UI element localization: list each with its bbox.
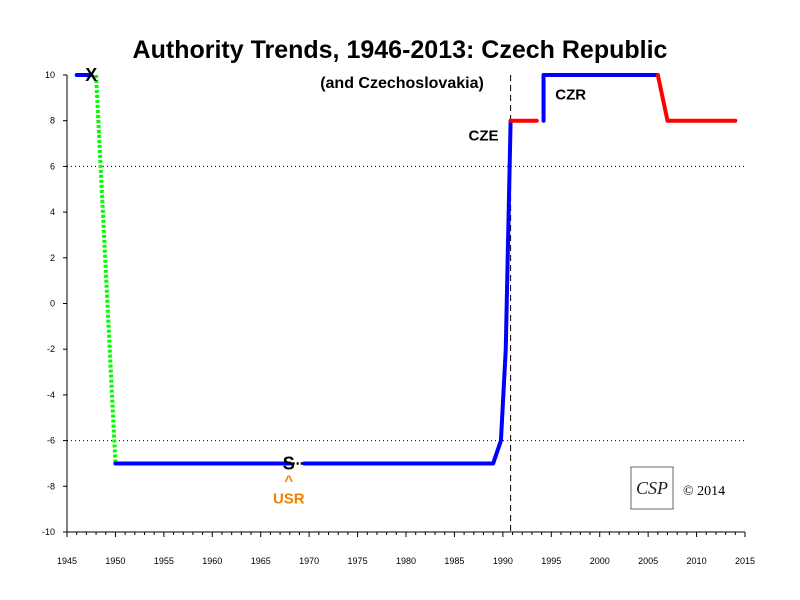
chart-axes: -10 -8 -6 -4 -2 0 2 4 6 8 10 1945 1950 1955 1960 1965 19… — [42, 70, 755, 566]
x-tick-label: 1975 — [348, 556, 368, 566]
x-tick-label: 1950 — [105, 556, 125, 566]
x-tick-label: 2015 — [735, 556, 755, 566]
x-tick-label: 1960 — [202, 556, 222, 566]
chart-title: Authority Trends, 1946-2013: Czech Repub… — [133, 36, 668, 64]
annotations: X S^ USR CZE CZR — [85, 65, 586, 508]
y-tick-label: 4 — [50, 207, 55, 217]
y-tick-label: 10 — [45, 70, 55, 80]
x-tick-label: 1985 — [444, 556, 464, 566]
annotation-s: S — [283, 453, 295, 473]
series-line — [302, 118, 513, 466]
reference-lines — [67, 75, 745, 532]
y-tick-label: 6 — [50, 161, 55, 171]
y-tick-label: 8 — [50, 116, 55, 126]
x-tick-label: 1990 — [493, 556, 513, 566]
chart-subtitle: (and Czechoslovakia) — [320, 75, 484, 92]
x-tick-label: 1945 — [57, 556, 77, 566]
annotation-usr: USR — [273, 491, 305, 508]
x-tick-label: 1995 — [541, 556, 561, 566]
x-tick-label: 1965 — [251, 556, 271, 566]
y-tick-label: 2 — [50, 253, 55, 263]
y-tick-label: -4 — [47, 390, 55, 400]
x-tick-label: 2005 — [638, 556, 658, 566]
logo-text: CSP — [636, 478, 668, 498]
y-tick-label: 0 — [50, 299, 55, 309]
annotation-x: X — [85, 65, 97, 85]
x-tick-label: 1980 — [396, 556, 416, 566]
annotation-: ^ — [284, 472, 293, 489]
series-line — [655, 73, 738, 123]
y-tick-label: -6 — [47, 436, 55, 446]
csp-logo: CSP — [630, 466, 674, 510]
y-tick-label: -8 — [47, 481, 55, 491]
annotation-cze: CZE — [468, 127, 498, 144]
y-tick-label: -10 — [42, 527, 55, 537]
series-line — [94, 74, 118, 464]
y-tick-label: -2 — [47, 344, 55, 354]
x-tick-label: 2000 — [590, 556, 610, 566]
x-tick-label: 2010 — [687, 556, 707, 566]
annotation-czr: CZR — [555, 86, 586, 103]
x-tick-label: 1970 — [299, 556, 319, 566]
copyright-text: © 2014 — [683, 484, 725, 499]
data-series — [74, 73, 738, 466]
series-line — [541, 73, 660, 123]
x-tick-label: 1955 — [154, 556, 174, 566]
